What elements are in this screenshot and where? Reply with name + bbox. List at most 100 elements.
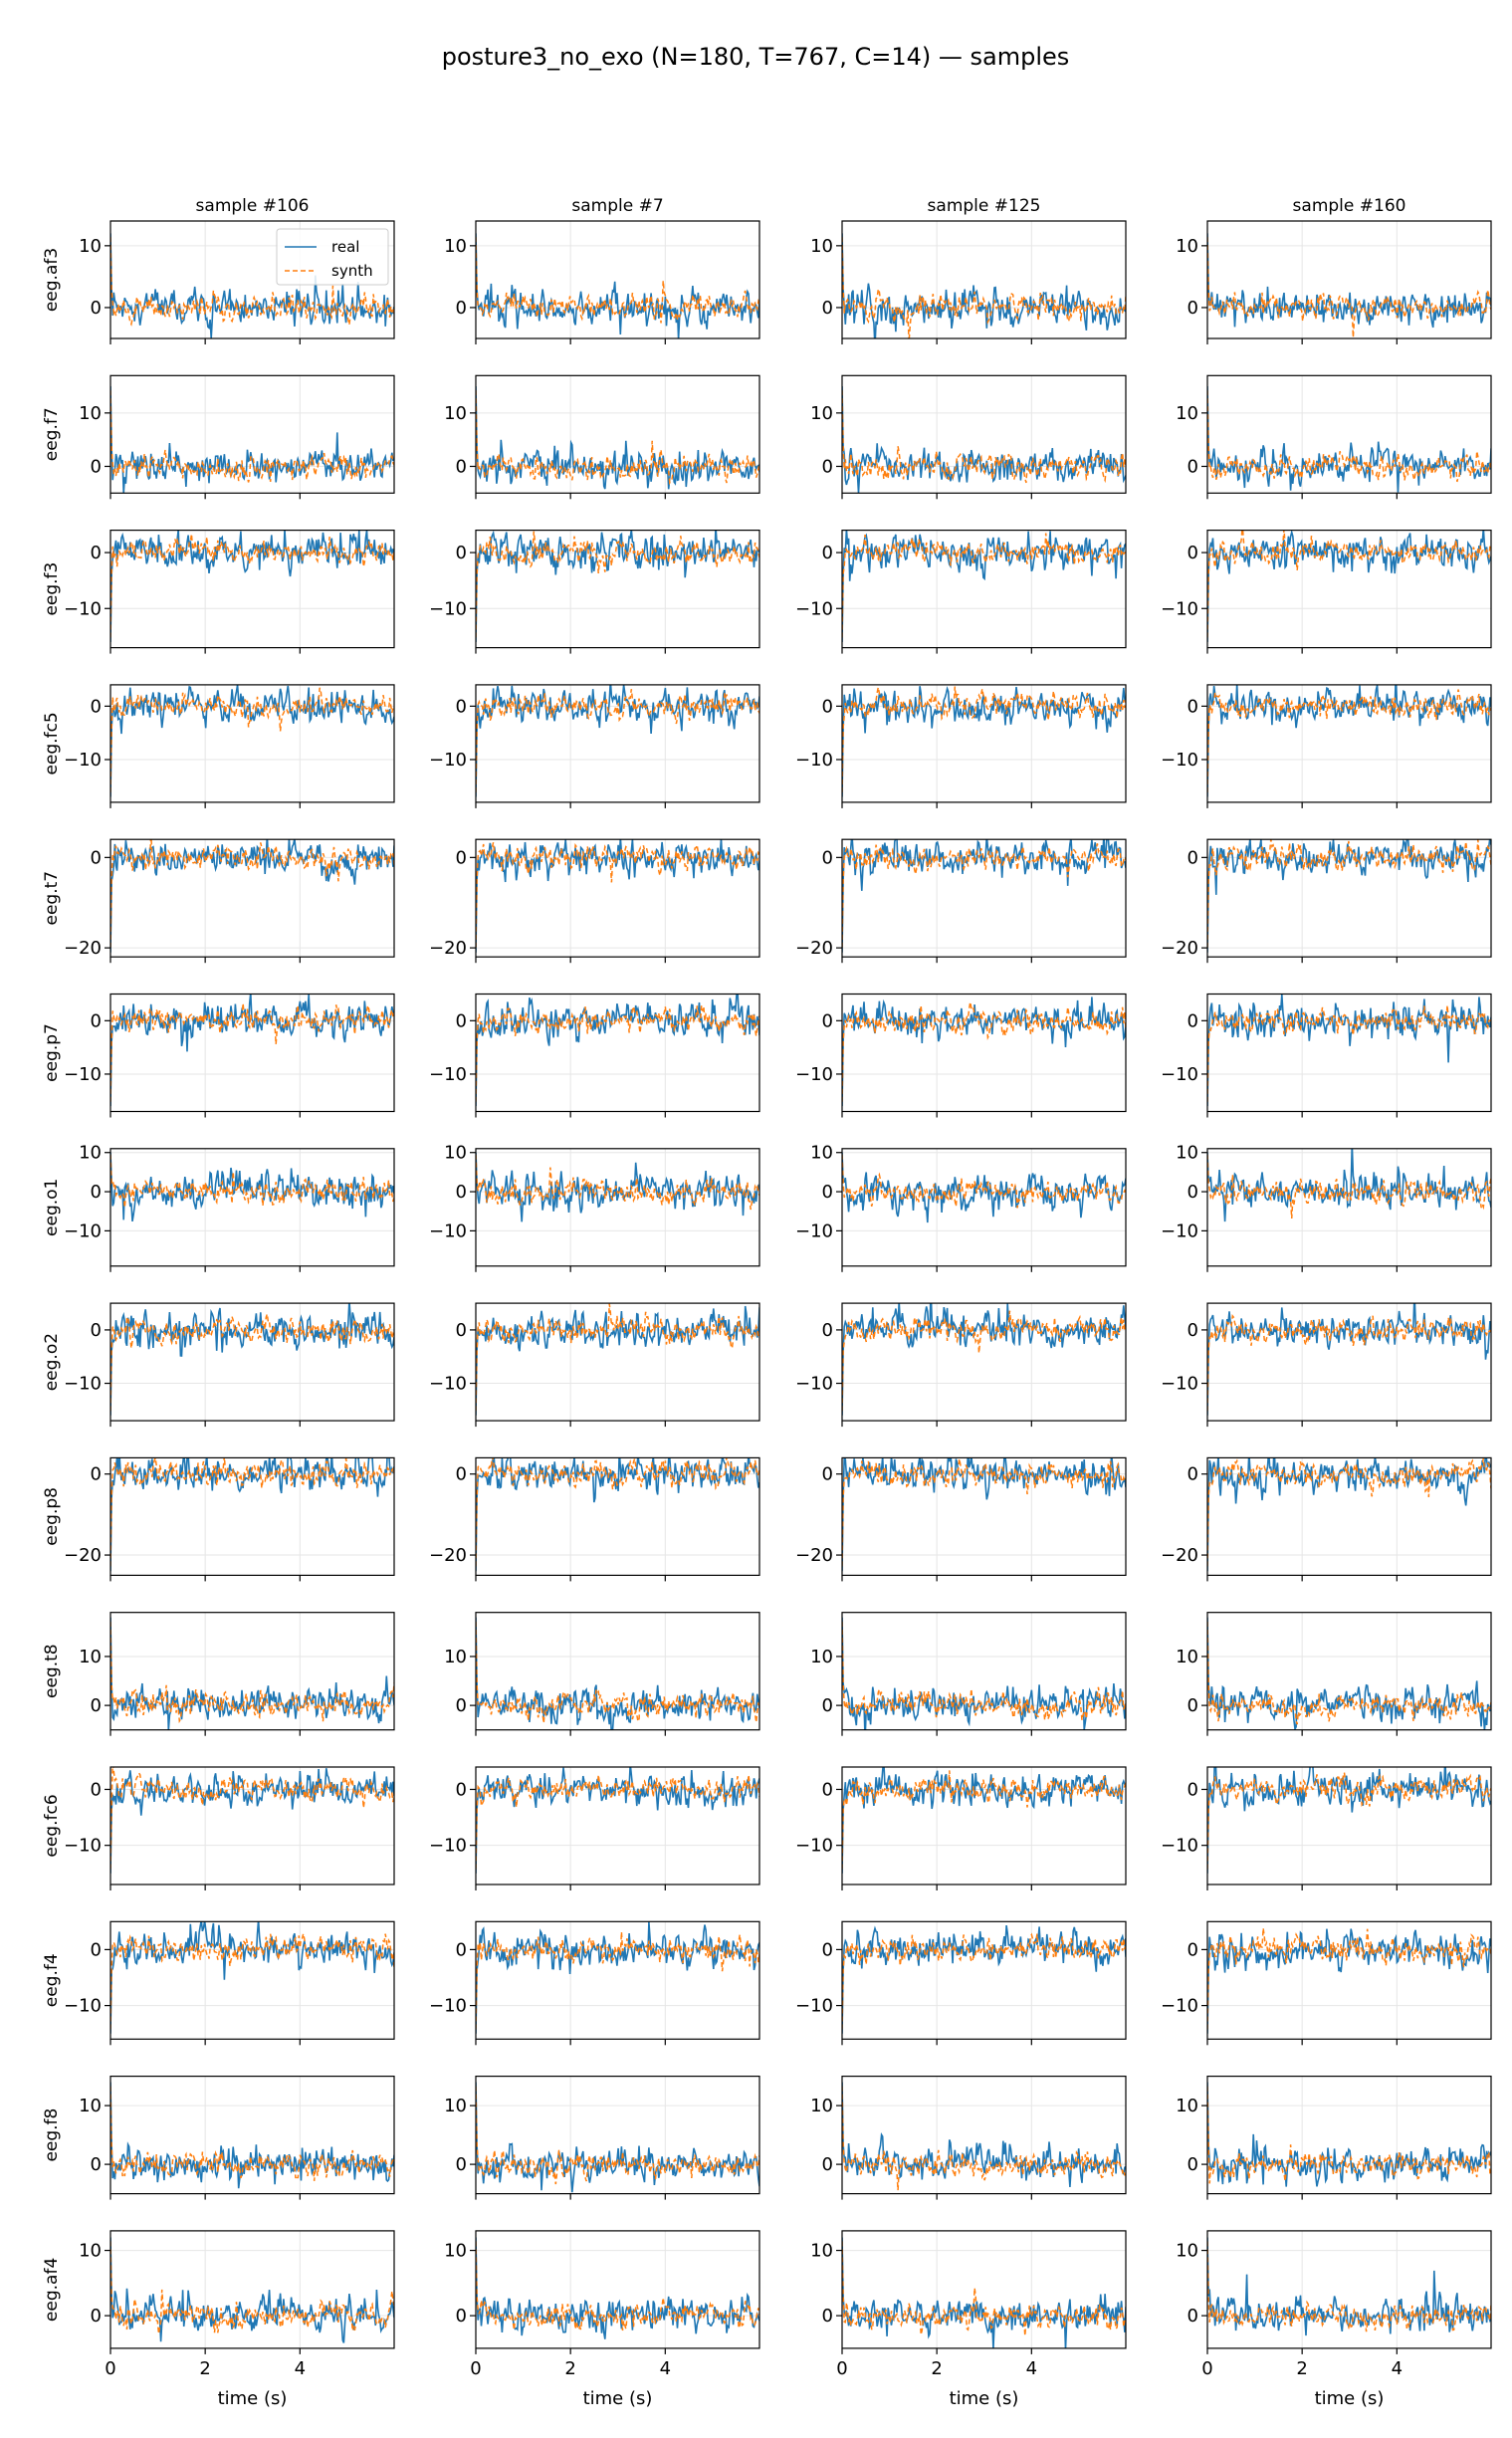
series-line-real xyxy=(842,839,1126,953)
panel-frame xyxy=(109,1766,395,1885)
legend-label-synth: synth xyxy=(331,262,373,280)
y-tick-label: −10 xyxy=(1161,598,1198,619)
y-tick-label: 10 xyxy=(1176,2241,1198,2262)
series-line-synth xyxy=(842,1458,1126,1567)
y-tick-label: 0 xyxy=(1188,2154,1198,2175)
panel-frame xyxy=(109,2230,395,2349)
y-tick-label: −10 xyxy=(795,750,833,771)
subplot-panel: 0 −10 xyxy=(429,993,760,1118)
series-line-synth xyxy=(842,1621,1126,1721)
series-line-synth xyxy=(842,843,1126,948)
panel-frame xyxy=(475,1456,760,1577)
y-tick-label: 0 xyxy=(822,847,833,868)
x-tick-label: 4 xyxy=(295,2358,306,2379)
panel-frame xyxy=(109,1612,395,1731)
channel-label: eeg.o2 xyxy=(42,1333,62,1391)
y-tick-label: 10 xyxy=(1176,1143,1198,1164)
y-tick-label: 0 xyxy=(1188,1695,1198,1716)
legend-label-real: real xyxy=(331,238,359,256)
series-line-synth xyxy=(110,1154,394,1208)
subplot-panel: 0 10 xyxy=(79,2076,395,2200)
series-line-synth xyxy=(842,1154,1126,1209)
y-tick-label: −10 xyxy=(795,598,833,619)
y-tick-label: 10 xyxy=(1176,403,1198,424)
y-tick-label: 0 xyxy=(91,1182,102,1203)
y-tick-label: −10 xyxy=(64,1220,102,1241)
series-line-real xyxy=(842,1152,1126,1223)
y-tick-label: −10 xyxy=(429,1064,467,1085)
series-line-real xyxy=(1207,839,1491,953)
series-line-synth xyxy=(476,1774,759,1870)
channel-label: eeg.af3 xyxy=(42,248,62,312)
panel-frame xyxy=(841,1612,1127,1731)
y-tick-label: 0 xyxy=(91,696,102,717)
subplot-panel: 0 10 xyxy=(1176,374,1492,500)
series-line-real xyxy=(842,1303,1126,1416)
figure-title: posture3_no_exo (N=180, T=767, C=14) — s… xyxy=(442,43,1070,71)
subplot-panel: 0 10 xyxy=(1176,1612,1492,1736)
y-tick-label: 0 xyxy=(456,1939,467,1960)
series-line-synth xyxy=(842,2086,1126,2191)
subplot-panel: 0 −10 xyxy=(795,993,1127,1118)
series-line-synth xyxy=(476,689,759,793)
y-tick-label: 10 xyxy=(444,403,467,424)
series-line-real xyxy=(476,1152,759,1222)
subplot-panel: 0 −20 xyxy=(795,1456,1127,1582)
series-line-synth xyxy=(110,237,394,327)
panel-frame xyxy=(841,1920,1127,2040)
y-tick-label: −20 xyxy=(1161,1545,1198,1566)
y-tick-label: −20 xyxy=(1161,938,1198,959)
channel-label: eeg.af4 xyxy=(42,2258,62,2322)
subplot-panel: 0 10 xyxy=(444,2076,760,2200)
panel-frame xyxy=(109,374,395,494)
y-tick-label: 0 xyxy=(1188,298,1198,319)
x-tick-label: 4 xyxy=(660,2358,671,2379)
y-tick-label: 0 xyxy=(822,2306,833,2327)
y-tick-label: 0 xyxy=(456,696,467,717)
y-tick-label: 0 xyxy=(822,1695,833,1716)
series-line-synth xyxy=(1207,1004,1491,1102)
y-tick-label: 0 xyxy=(456,2154,467,2175)
y-tick-label: 0 xyxy=(1188,1320,1198,1341)
y-tick-label: −10 xyxy=(429,1374,467,1395)
series-line-real xyxy=(110,1303,394,1416)
panel-frame xyxy=(475,1612,760,1731)
y-tick-label: −10 xyxy=(795,1374,833,1395)
y-tick-label: −20 xyxy=(64,1545,102,1566)
y-tick-label: 10 xyxy=(79,2241,102,2262)
y-tick-label: 0 xyxy=(456,847,467,868)
x-tick-label: 4 xyxy=(1392,2358,1403,2379)
y-tick-label: 10 xyxy=(810,1143,833,1164)
panel-frame xyxy=(841,1302,1127,1422)
y-tick-label: 0 xyxy=(91,298,102,319)
subplot-panel: 0 −10 xyxy=(1161,1302,1492,1428)
subplot-panel: 0 10 0 2 4 xyxy=(79,2230,395,2379)
y-tick-label: 0 xyxy=(456,1010,467,1031)
y-tick-label: −10 xyxy=(795,1064,833,1085)
series-line-real xyxy=(110,1921,394,2034)
y-tick-label: 0 xyxy=(91,1779,102,1800)
series-line-real xyxy=(842,2237,1126,2348)
series-line-synth xyxy=(476,531,759,638)
channel-label: eeg.f3 xyxy=(42,562,62,616)
y-tick-label: 0 xyxy=(456,298,467,319)
y-tick-label: 0 xyxy=(822,1464,833,1485)
x-tick-label: 2 xyxy=(199,2358,210,2379)
series-line-real xyxy=(1207,1457,1491,1572)
y-tick-label: −10 xyxy=(64,1996,102,2017)
y-tick-label: −20 xyxy=(795,938,833,959)
y-tick-label: 10 xyxy=(810,1647,833,1667)
series-line-synth xyxy=(476,1303,759,1412)
y-tick-label: −10 xyxy=(64,750,102,771)
series-line-real xyxy=(110,1617,394,1730)
subplot-panel: 0 −10 xyxy=(64,1766,395,1890)
subplot-panel: 0 10 xyxy=(1176,2076,1492,2200)
series-line-synth xyxy=(110,1002,394,1102)
series-line-real xyxy=(1207,385,1491,493)
subplot-panel: 0 10 xyxy=(810,220,1127,344)
y-tick-label: 0 xyxy=(456,1464,467,1485)
panel-frame xyxy=(109,2076,395,2195)
series-line-synth xyxy=(476,2086,759,2185)
panel-frame xyxy=(841,2076,1127,2195)
